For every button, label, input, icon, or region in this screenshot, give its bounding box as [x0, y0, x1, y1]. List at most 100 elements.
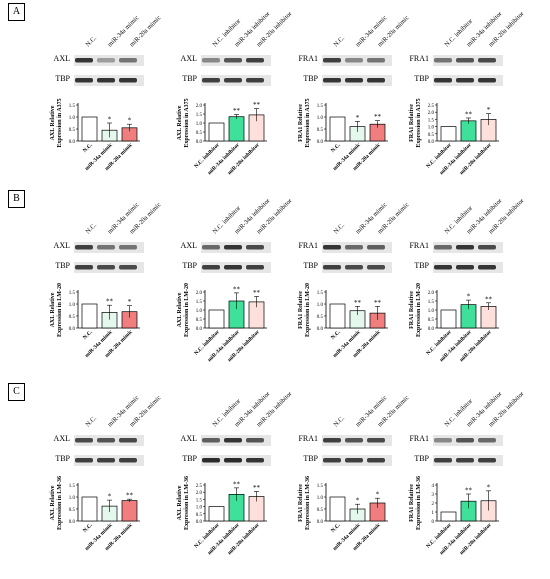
blot-protein-label: AXL	[181, 241, 198, 250]
y-tick-label: 1.0	[69, 303, 76, 308]
y-tick-label: 1.5	[196, 498, 203, 503]
blot-band	[202, 458, 220, 463]
y-tick-label: 0.0	[196, 327, 203, 332]
blot-band	[434, 78, 452, 83]
category-label: N.C.	[330, 142, 342, 154]
blot-band	[97, 438, 115, 443]
lane-label: miR-34a inhibitor	[465, 390, 504, 429]
lane-label: N.C.	[332, 222, 346, 236]
y-tick-label: 0.0	[196, 140, 203, 145]
y-axis-label: Expression in LM-20	[184, 283, 190, 337]
section-label: C	[8, 383, 25, 401]
bar	[81, 116, 98, 142]
category-label: N.C.	[82, 329, 94, 341]
blot-band	[224, 78, 242, 83]
y-tick-label: 2.0	[196, 491, 203, 496]
blot-protein-label: TBP	[55, 454, 70, 463]
significance-marker: *	[356, 497, 360, 505]
y-tick-label: 0.5	[317, 508, 324, 513]
figure-panel: N.C. miR-34a mimic miR-20a mimic FRA1 TBP FRA…	[296, 190, 426, 375]
blot-protein-label: AXL	[54, 54, 71, 63]
y-tick-label: 1.0	[196, 309, 203, 314]
bar-chart: FRA1 Relative Expression in LM-20 0.0 0.5 1.…	[298, 283, 388, 359]
bar-chart: FRA1 Relative Expression in LM-36 01234N.C…	[409, 476, 499, 556]
category-label: N.C.	[82, 142, 94, 154]
blot-protein-label: FRA1	[409, 54, 429, 63]
y-axis-label: FRA1 Relative	[409, 291, 415, 329]
blot-band	[119, 58, 137, 63]
y-axis-label: FRA1 Relative	[409, 104, 415, 142]
y-tick-label: 1.0	[69, 116, 76, 121]
significance-marker: **	[374, 113, 382, 121]
lane-label: miR-34a inhibitor	[465, 10, 504, 49]
figure-panel: N.C. inhibitor miR-34a inhibitor miR-20a i…	[407, 383, 537, 568]
significance-marker: **	[465, 110, 473, 118]
blot-band	[202, 78, 220, 83]
y-tick-label: 1.0	[69, 496, 76, 501]
blot-band	[75, 58, 93, 63]
significance-marker: **	[233, 285, 241, 293]
blot-band	[246, 245, 264, 250]
figure-panel: N.C. miR-34a mimic miR-20a mimic AXL TBP AXL …	[48, 383, 178, 568]
y-tick-label: 0	[432, 520, 435, 525]
blot-band	[456, 78, 474, 83]
y-tick-label: 0.5	[317, 315, 324, 320]
significance-marker: **	[374, 299, 382, 307]
blot-band	[345, 265, 363, 270]
y-tick-label: 0.5	[428, 133, 435, 138]
figure-panel: N.C. miR-34a mimic miR-20a mimic AXL TBP AXL …	[48, 3, 178, 188]
bar	[228, 116, 245, 142]
blot-band	[119, 458, 137, 463]
blot-protein-label: TBP	[303, 261, 318, 270]
blot-band	[246, 458, 264, 463]
significance-marker: **	[126, 492, 134, 500]
y-tick-label: 0.0	[69, 520, 76, 525]
blot-band	[202, 245, 220, 250]
figure-panel: N.C. inhibitor miR-34a inhibitor miR-20a i…	[175, 383, 305, 568]
y-tick-label: 0.0	[69, 327, 76, 332]
bar	[329, 496, 346, 522]
category-label: N.C.	[82, 522, 94, 534]
y-axis-label: Expression in LM-20	[305, 283, 311, 337]
lane-label: miR-34a inhibitor	[233, 197, 272, 236]
blot-band	[456, 245, 474, 250]
bar-chart: AXL Relative Expression in LM-36 0.0 0.5 1.0…	[50, 476, 140, 552]
blot-band	[434, 265, 452, 270]
bar	[440, 309, 457, 329]
lane-label: N.C.	[84, 415, 98, 429]
blot-protein-label: AXL	[181, 54, 198, 63]
y-tick-label: 2.5	[196, 484, 203, 489]
blot-protein-label: TBP	[414, 74, 429, 83]
y-axis-label: AXL Relative	[177, 292, 183, 327]
y-tick-label: 4	[432, 484, 435, 489]
blot-band	[456, 458, 474, 463]
bar-chart: FRA1 Relative Expression in LM-36 0.0 0.5 1.…	[298, 476, 388, 552]
bar-chart: AXL Relative Expression in A375 0.0 0.5 1.0 1…	[50, 98, 140, 172]
y-axis-label: Expression in A375	[305, 98, 311, 147]
blot-band	[97, 58, 115, 63]
y-axis-label: Expression in LM-20	[416, 283, 422, 337]
significance-marker: **	[465, 487, 473, 495]
blot-band	[75, 438, 93, 443]
blot-band	[97, 265, 115, 270]
y-axis-label: Expression in A375	[57, 98, 63, 147]
y-tick-label: 2.0	[428, 111, 435, 116]
blot-band	[434, 58, 452, 63]
significance-marker: **	[253, 101, 261, 109]
y-axis-label: AXL Relative	[50, 485, 56, 520]
y-tick-label: 1.5	[317, 291, 324, 296]
section-label: A	[8, 3, 25, 21]
bar-chart: AXL Relative Expression in A375 0.0 0.5 1.0 1…	[177, 98, 267, 176]
significance-marker: **	[106, 298, 114, 306]
blot-protein-label: TBP	[182, 454, 197, 463]
y-axis-label: AXL Relative	[50, 292, 56, 327]
y-tick-label: 1.0	[428, 126, 435, 131]
y-tick-label: 1.5	[428, 300, 435, 305]
blot-band	[323, 245, 341, 250]
blot-protein-label: TBP	[414, 454, 429, 463]
figure-panel: N.C. inhibitor miR-34a inhibitor miR-20a i…	[407, 190, 537, 375]
blot-band	[345, 438, 363, 443]
